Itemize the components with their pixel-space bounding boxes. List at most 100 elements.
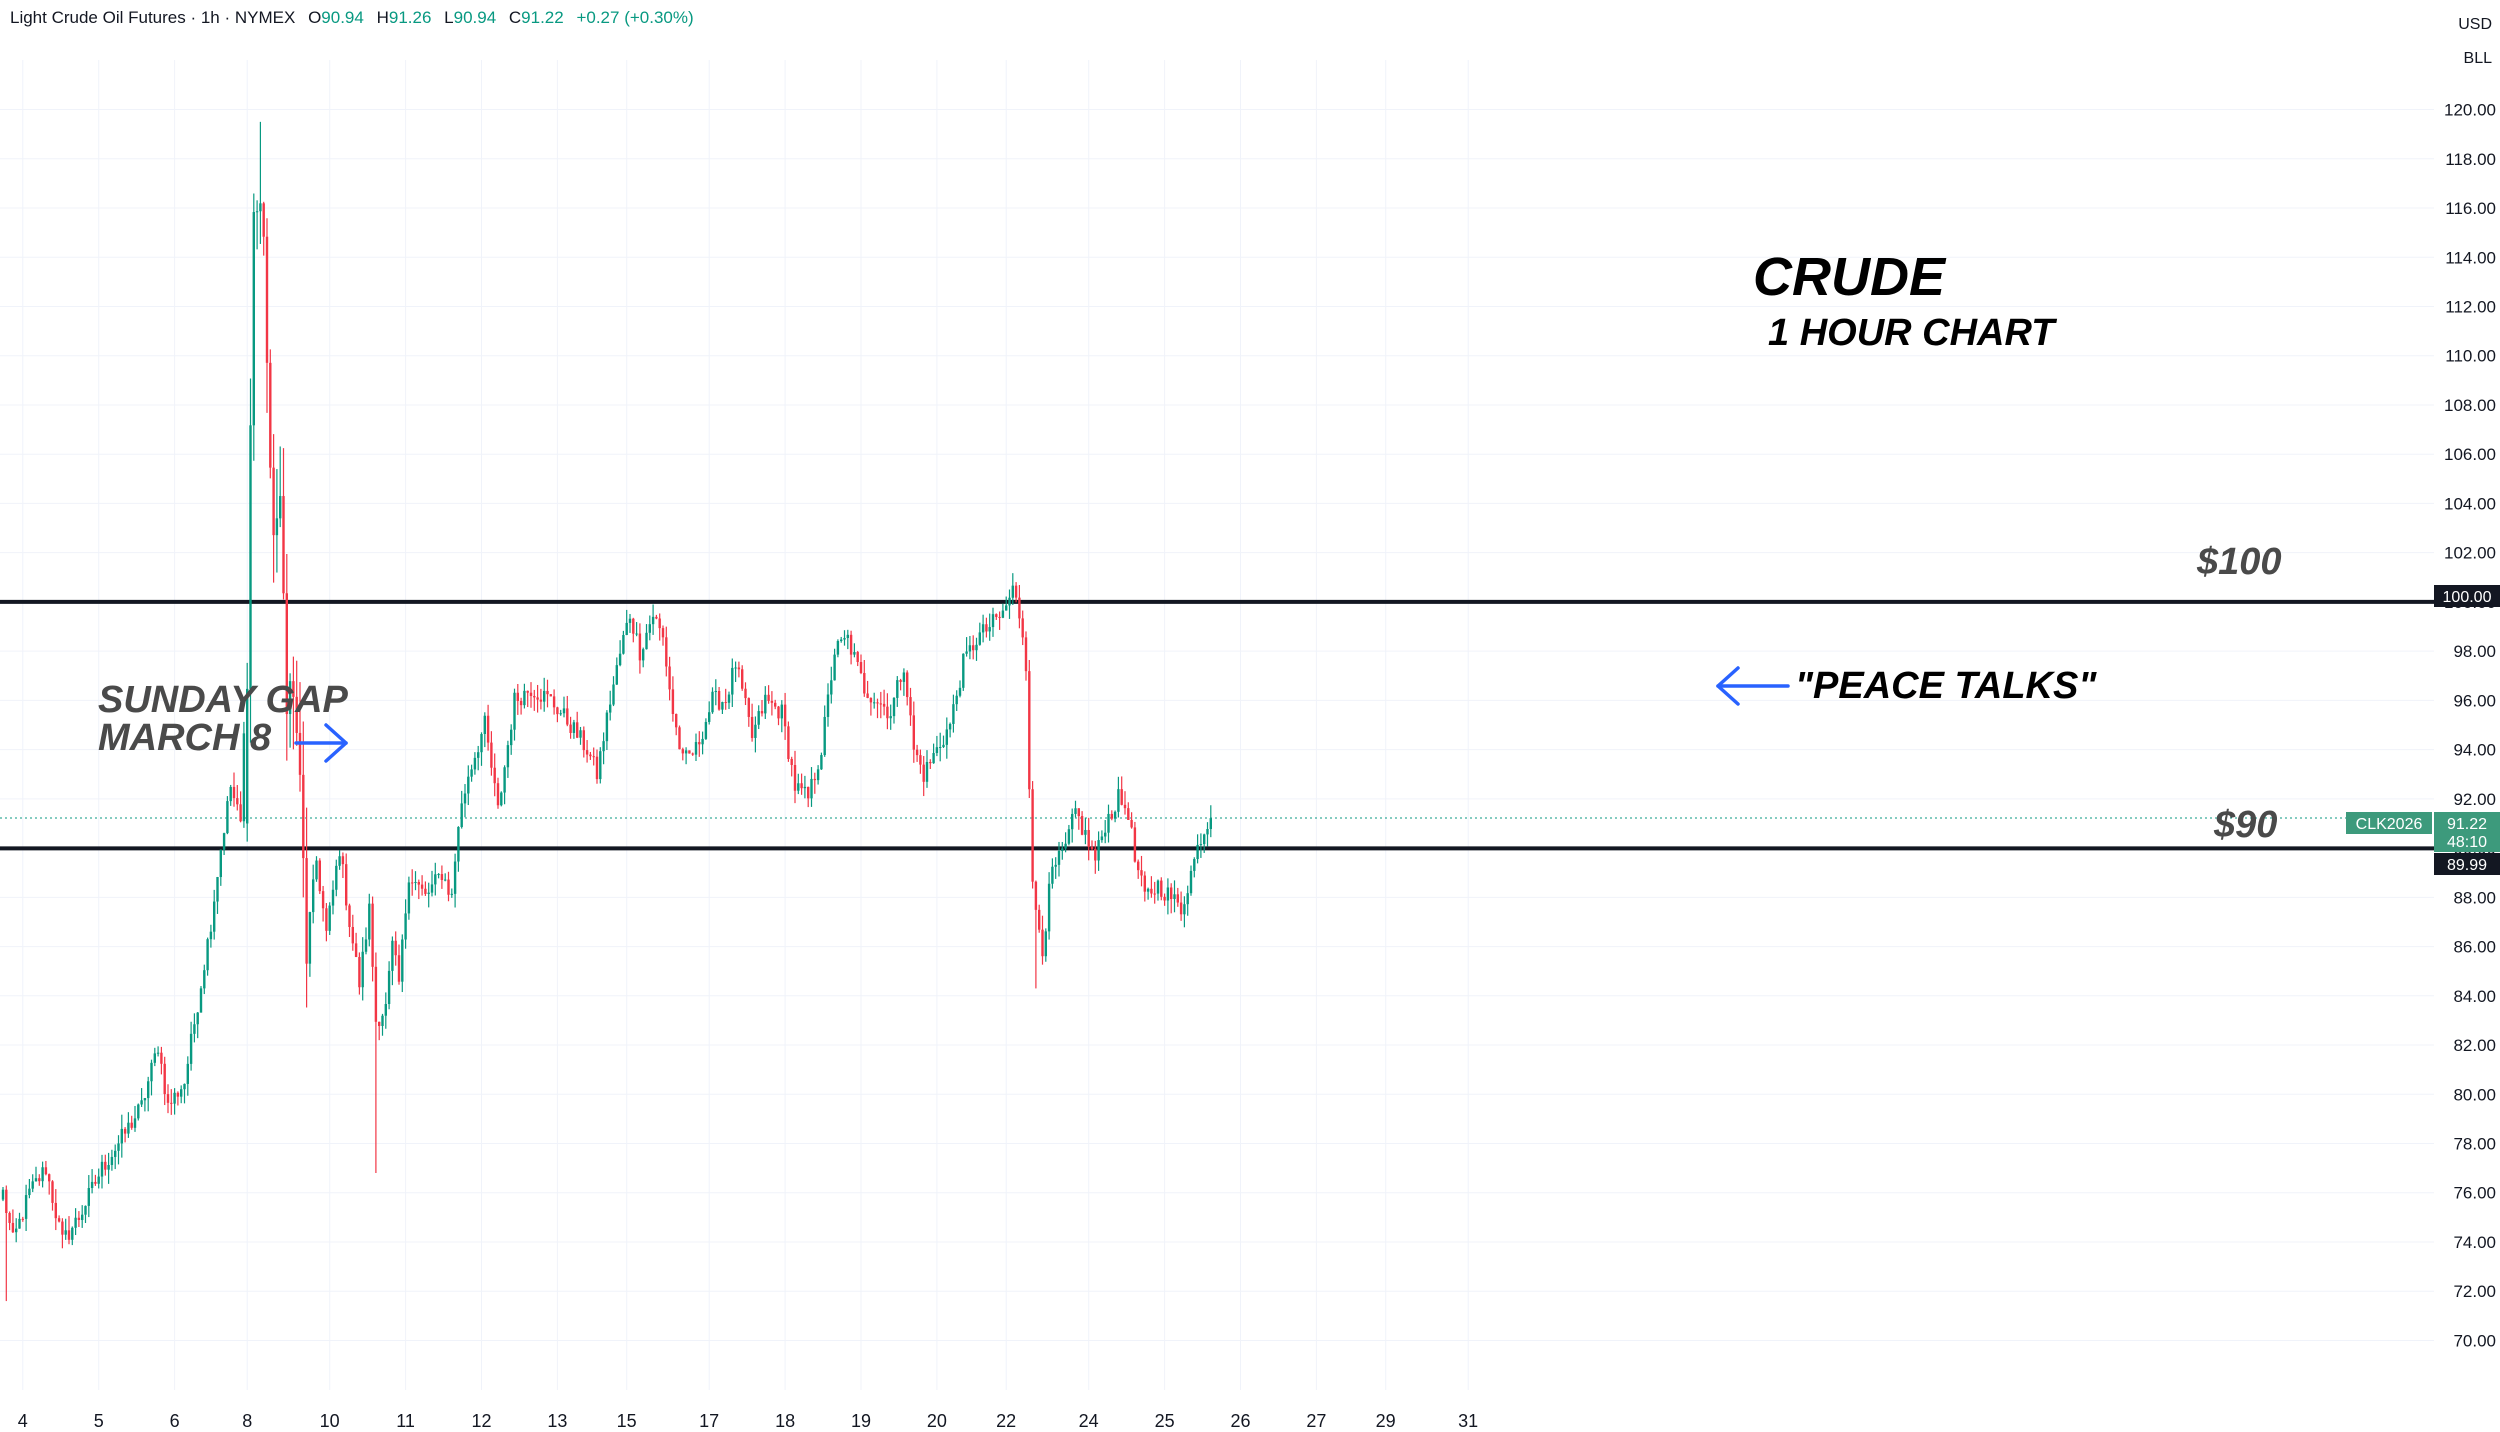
candle-body: [1011, 585, 1014, 598]
candle-body: [493, 767, 496, 784]
x-tick-label: 27: [1306, 1411, 1326, 1431]
candle-body: [820, 755, 823, 770]
low-label: L: [444, 8, 454, 27]
candle-body: [470, 769, 473, 777]
candle-body: [1153, 893, 1156, 895]
candle-body: [272, 467, 275, 536]
candle-body: [213, 901, 216, 932]
candle-body: [655, 616, 658, 619]
candle-body: [1123, 804, 1127, 809]
candle-body: [1047, 883, 1051, 932]
candle-body: [823, 716, 826, 756]
sunday-gap-line2: MARCH 8: [98, 717, 272, 759]
candle-body: [1176, 894, 1179, 903]
candle-body: [513, 692, 516, 730]
axis-currency[interactable]: USD: [2458, 16, 2492, 33]
level-100-tag-bg: [2434, 585, 2500, 607]
time-axis: 4 5 6 8 10 11 12 13 15 17 18 19 20 22 24 25 26 27 29 31: [18, 1411, 1478, 1431]
candle-body: [265, 236, 269, 363]
candle-body: [411, 882, 414, 884]
candle-body: [249, 425, 252, 689]
candle-body: [1143, 875, 1146, 892]
candles: [1, 121, 1212, 1302]
candle-body: [777, 706, 780, 719]
candle-body: [618, 653, 622, 666]
candle-body: [873, 702, 876, 704]
candle-body: [1206, 828, 1209, 835]
candle-body: [932, 753, 935, 764]
candle-body: [843, 638, 846, 640]
candle-body: [302, 774, 305, 859]
candle-body: [173, 1092, 176, 1104]
last-price-tag: 91.22: [2447, 816, 2487, 833]
candle-body: [176, 1092, 180, 1097]
x-tick-label: 22: [996, 1411, 1016, 1431]
candle-body: [1074, 808, 1077, 814]
candle-body: [54, 1202, 57, 1219]
symbol-header[interactable]: Light Crude Oil Futures · 1h · NYMEX O90…: [10, 8, 694, 28]
candle-body: [826, 694, 830, 717]
candle-body: [602, 741, 605, 752]
candle-body: [523, 690, 526, 706]
candle-body: [1186, 893, 1189, 905]
candle-body: [866, 693, 869, 698]
candle-body: [180, 1089, 183, 1097]
candle-body: [1, 1189, 5, 1200]
candle-body: [741, 669, 744, 689]
candle-body: [440, 874, 444, 880]
candle-body: [942, 744, 945, 748]
candle-body: [117, 1143, 120, 1151]
candle-body: [282, 496, 285, 594]
candle-body: [642, 649, 645, 661]
candle-body: [708, 712, 711, 722]
candle-body: [31, 1181, 34, 1189]
candle-body: [863, 673, 866, 694]
candle-body: [678, 727, 681, 750]
candle-body: [559, 713, 562, 715]
candle-body: [1127, 808, 1130, 820]
x-tick-label: 17: [699, 1411, 719, 1431]
candle-body: [668, 666, 671, 690]
candle-body: [1189, 870, 1193, 894]
candle-body: [892, 697, 896, 717]
candle-body: [549, 694, 552, 697]
symbol-title[interactable]: Light Crude Oil Futures · 1h · NYMEX: [10, 8, 296, 27]
candle-body: [595, 756, 599, 780]
axis-currency-block[interactable]: USD BLL: [2458, 8, 2492, 76]
candle-body: [24, 1195, 28, 1219]
y-tick-label: 84.00: [2453, 987, 2496, 1006]
countdown-tag: 48:10: [2447, 834, 2487, 851]
y-tick-label: 94.00: [2453, 741, 2496, 760]
y-tick-label: 96.00: [2453, 691, 2496, 710]
candle-body: [919, 755, 922, 765]
candle-body: [856, 652, 859, 663]
candle-body: [645, 632, 648, 650]
candle-body: [592, 756, 595, 758]
level-100-label: $100: [2196, 541, 2282, 583]
peace-talks-label: "PEACE TALKS": [1795, 665, 2097, 707]
axis-unit[interactable]: BLL: [2463, 50, 2492, 67]
candle-body: [978, 632, 981, 645]
candle-body: [1170, 887, 1173, 900]
candle-body: [298, 732, 302, 775]
candle-body: [77, 1217, 81, 1221]
candle-body: [876, 702, 879, 704]
candle-body: [526, 690, 529, 693]
candle-body: [585, 750, 589, 755]
candle-body: [483, 715, 486, 734]
candle-body: [1133, 827, 1137, 862]
candle-body: [259, 203, 262, 212]
candle-body: [539, 699, 543, 702]
candle-body: [991, 614, 995, 628]
y-tick-label: 72.00: [2453, 1282, 2496, 1301]
candle-body: [1156, 880, 1160, 894]
candle-body: [681, 749, 684, 754]
candle-body: [424, 888, 427, 894]
candle-body: [747, 698, 750, 717]
y-tick-label: 110.00: [2445, 347, 2496, 366]
x-tick-label: 13: [547, 1411, 567, 1431]
candle-body: [727, 694, 731, 703]
candle-body: [387, 970, 391, 1005]
candle-body: [1008, 597, 1011, 606]
